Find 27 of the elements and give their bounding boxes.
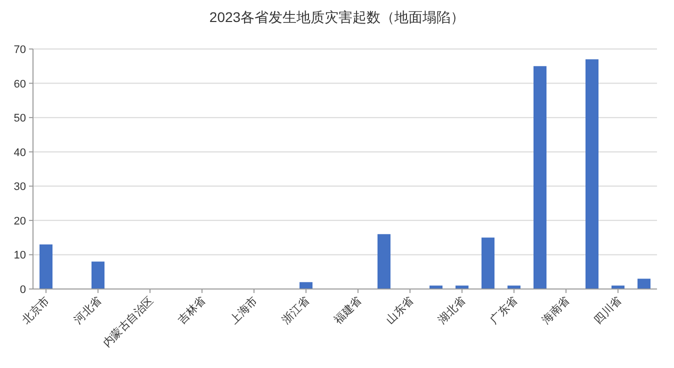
y-tick-label: 50 <box>14 112 26 125</box>
bar <box>92 262 104 289</box>
y-tick-label: 10 <box>14 250 26 262</box>
x-tick-label: 广东省 <box>488 294 520 326</box>
x-tick-label: 上海市 <box>228 294 260 326</box>
x-tick-label: 湖北省 <box>436 294 468 326</box>
x-tick-label: 福建省 <box>332 294 364 326</box>
y-tick-label: 0 <box>20 284 26 296</box>
bar <box>638 278 650 289</box>
y-tick-label: 70 <box>14 44 26 56</box>
y-tick-label: 30 <box>14 181 26 194</box>
y-tick-label: 20 <box>14 215 26 228</box>
y-tick-label: 60 <box>14 78 26 90</box>
chart-title: 2023各省发生地质灾害起数（地面塌陷） <box>209 9 465 25</box>
x-tick-label: 浙江省 <box>280 294 312 326</box>
y-tick-label: 40 <box>14 146 26 159</box>
x-tick-label: 四川省 <box>592 294 624 326</box>
bar <box>40 244 52 289</box>
bar <box>534 66 546 289</box>
x-tick-label: 吉林省 <box>176 294 208 326</box>
bar <box>378 234 390 289</box>
bar <box>586 59 598 289</box>
x-tick-label: 海南省 <box>540 294 572 326</box>
x-tick-label: 北京市 <box>20 294 52 326</box>
x-tick-label: 山东省 <box>384 294 416 326</box>
bar <box>482 238 494 289</box>
bar <box>300 282 312 289</box>
